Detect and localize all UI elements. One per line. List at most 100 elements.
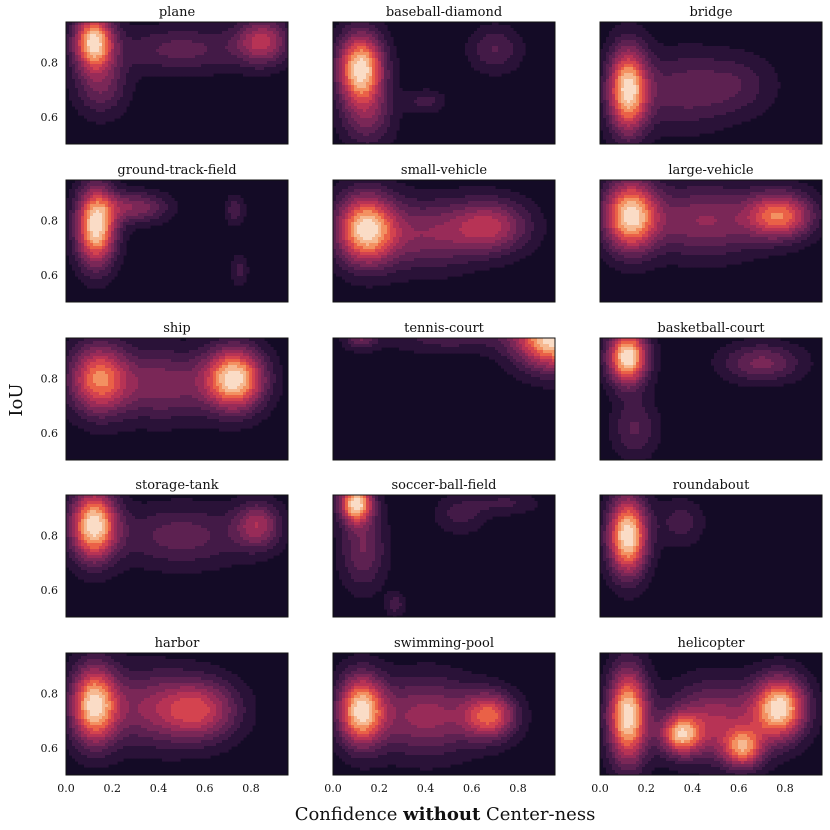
density-cell — [702, 94, 706, 98]
density-cell — [357, 46, 361, 50]
density-cell — [639, 142, 643, 144]
density-cell — [633, 85, 637, 89]
density-cell — [762, 82, 766, 86]
density-cell — [612, 34, 616, 38]
density-cell — [207, 67, 211, 71]
density-cell — [675, 46, 679, 50]
density-cell — [381, 106, 385, 110]
density-cell — [231, 198, 235, 202]
density-cell — [480, 52, 484, 56]
density-cell — [135, 61, 139, 65]
density-cell — [726, 61, 730, 65]
density-cell — [639, 64, 643, 68]
density-cell — [114, 186, 118, 190]
density-cell — [201, 70, 205, 74]
density-cell — [387, 103, 391, 107]
density-cell — [477, 34, 481, 38]
density-cell — [618, 91, 622, 95]
density-cell — [255, 52, 259, 56]
density-cell — [393, 103, 397, 107]
density-cell — [372, 25, 376, 29]
density-cell — [114, 189, 118, 193]
density-cell — [141, 25, 145, 29]
density-cell — [213, 22, 217, 26]
density-cell — [738, 61, 742, 65]
density-cell — [264, 31, 268, 35]
density-cell — [96, 73, 100, 77]
density-cell — [363, 46, 367, 50]
density-cell — [201, 49, 205, 53]
density-cell — [114, 201, 118, 205]
density-cell — [153, 201, 157, 205]
density-cell — [132, 25, 136, 29]
density-cell — [156, 28, 160, 32]
density-cell — [666, 88, 670, 92]
density-cell — [705, 97, 709, 101]
density-cell — [768, 79, 772, 83]
density-cell — [420, 94, 424, 98]
density-cell — [66, 207, 70, 211]
density-cell — [378, 31, 382, 35]
density-cell — [693, 130, 697, 134]
density-cell — [516, 64, 520, 68]
density-cell — [267, 61, 271, 65]
density-cell — [693, 109, 697, 113]
density-cell — [504, 49, 508, 53]
density-cell — [345, 97, 349, 101]
density-cell — [477, 40, 481, 44]
density-cell — [93, 67, 97, 71]
density-cell — [222, 22, 226, 26]
density-cell — [741, 100, 745, 104]
density-cell — [78, 28, 82, 32]
density-cell — [351, 28, 355, 32]
density-cell — [78, 186, 82, 190]
density-cell — [372, 115, 376, 119]
density-cell — [375, 31, 379, 35]
density-cell — [630, 55, 634, 59]
density-cell — [726, 100, 730, 104]
density-cell — [684, 112, 688, 116]
density-cell — [696, 43, 700, 47]
density-cell — [240, 204, 244, 208]
density-cell — [603, 49, 607, 53]
density-cell — [630, 79, 634, 83]
density-cell — [699, 91, 703, 95]
density-cell — [147, 198, 151, 202]
density-cell — [420, 91, 424, 95]
density-cell — [381, 109, 385, 113]
density-cell — [351, 58, 355, 62]
density-cell — [519, 49, 523, 53]
density-cell — [72, 70, 76, 74]
density-cell — [639, 112, 643, 116]
density-cell — [93, 112, 97, 116]
density-cell — [387, 115, 391, 119]
density-cell — [681, 103, 685, 107]
density-cell — [354, 106, 358, 110]
density-cell — [123, 91, 127, 95]
density-cell — [183, 40, 187, 44]
density-cell — [276, 25, 280, 29]
density-cell — [99, 61, 103, 65]
density-cell — [81, 100, 85, 104]
density-cell — [513, 37, 517, 41]
density-cell — [618, 55, 622, 59]
density-cell — [225, 40, 229, 44]
density-cell — [432, 97, 436, 101]
density-cell — [369, 124, 373, 128]
density-cell — [69, 67, 73, 71]
density-cell — [186, 43, 190, 47]
density-cell — [633, 67, 637, 71]
density-cell — [360, 55, 364, 59]
density-cell — [69, 25, 73, 29]
density-cell — [147, 46, 151, 50]
density-cell — [339, 109, 343, 113]
density-cell — [111, 198, 115, 202]
density-cell — [102, 109, 106, 113]
density-cell — [765, 85, 769, 89]
density-cell — [636, 124, 640, 128]
density-cell — [693, 112, 697, 116]
density-cell — [228, 201, 232, 205]
density-cell — [249, 73, 253, 77]
density-cell — [642, 136, 646, 140]
density-cell — [84, 198, 88, 202]
